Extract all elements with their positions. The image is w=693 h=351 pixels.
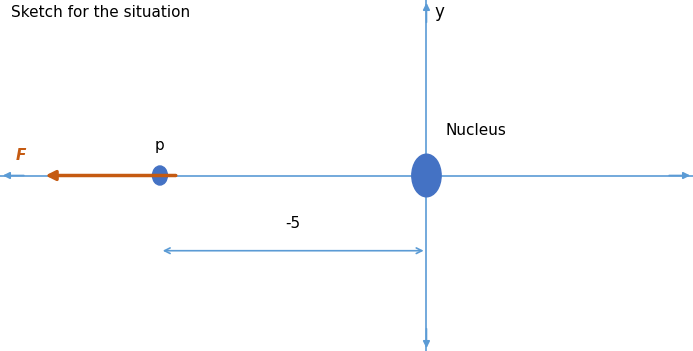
Text: Nucleus: Nucleus	[445, 123, 506, 138]
Text: Sketch for the situation: Sketch for the situation	[10, 5, 190, 20]
Text: F: F	[16, 148, 26, 163]
Text: p: p	[155, 138, 165, 153]
Text: y: y	[435, 2, 444, 20]
Ellipse shape	[152, 166, 168, 185]
Text: -5: -5	[286, 216, 301, 231]
Ellipse shape	[412, 154, 441, 197]
